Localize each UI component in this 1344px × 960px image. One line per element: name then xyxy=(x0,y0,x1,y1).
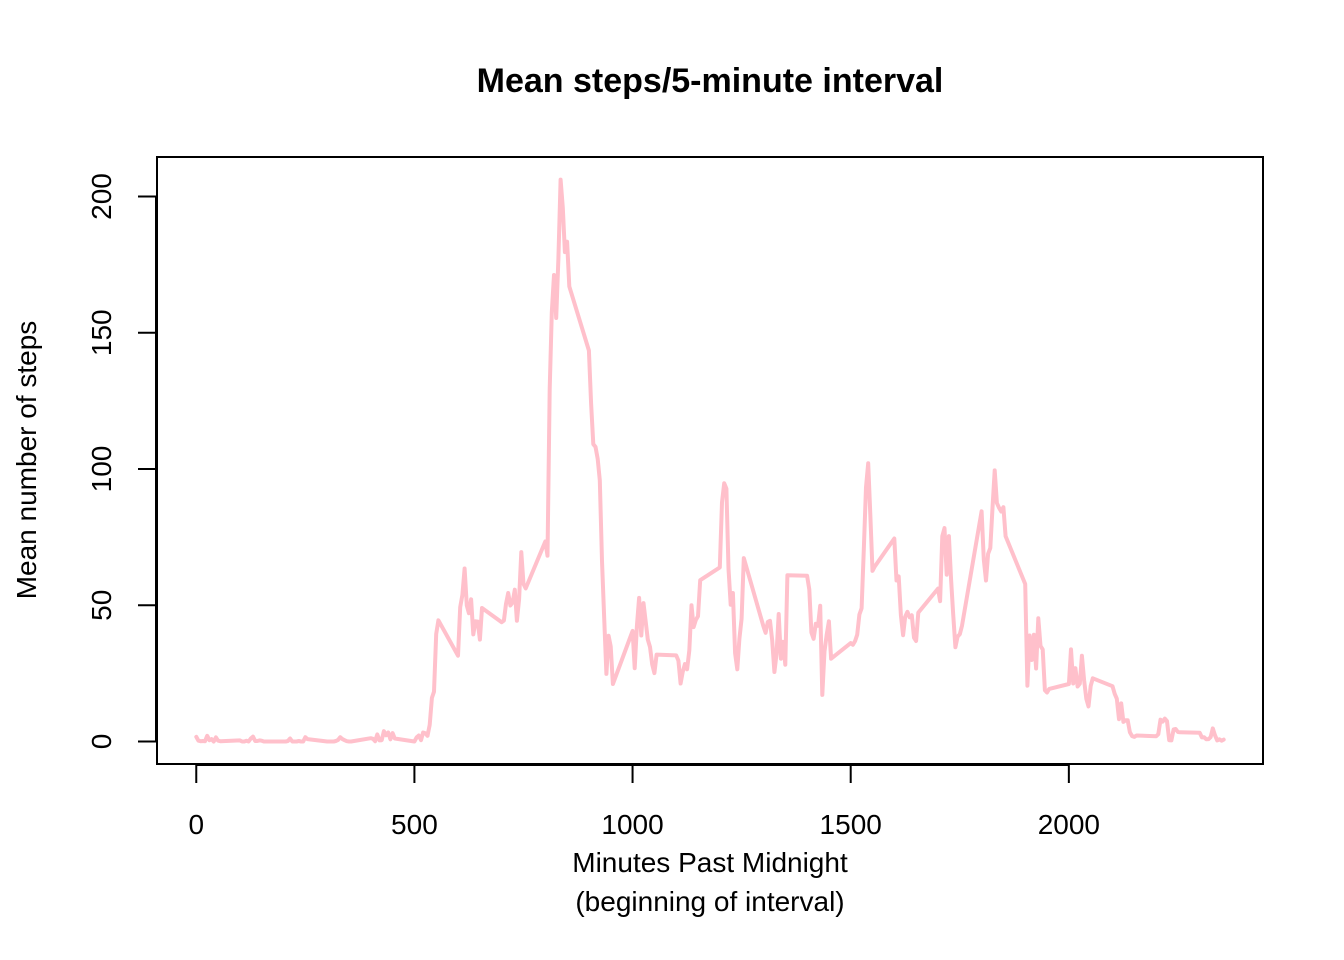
x-tick-label: 2000 xyxy=(1038,809,1100,840)
y-tick-label: 200 xyxy=(86,173,117,220)
x-tick-label: 1500 xyxy=(820,809,882,840)
x-axis: 0 500 1000 1500 2000 xyxy=(188,764,1100,840)
y-tick-label: 150 xyxy=(86,309,117,356)
y-tick-label: 100 xyxy=(86,446,117,493)
y-axis: 0 50 100 150 200 xyxy=(86,173,157,750)
y-axis-label: Mean number of steps xyxy=(11,321,42,600)
x-axis-label-line2: (beginning of interval) xyxy=(575,886,844,917)
x-tick-label: 500 xyxy=(391,809,438,840)
chart-title: Mean steps/5-minute interval xyxy=(477,62,944,100)
plot-frame xyxy=(156,156,1264,765)
x-tick-label: 1000 xyxy=(601,809,663,840)
x-tick-label: 0 xyxy=(188,809,204,840)
y-tick-label: 50 xyxy=(86,590,117,621)
series-line-0 xyxy=(194,177,1226,744)
x-axis-label: Minutes Past Midnight xyxy=(572,847,848,878)
series-layer xyxy=(194,177,1226,744)
y-tick-label: 0 xyxy=(86,734,117,750)
